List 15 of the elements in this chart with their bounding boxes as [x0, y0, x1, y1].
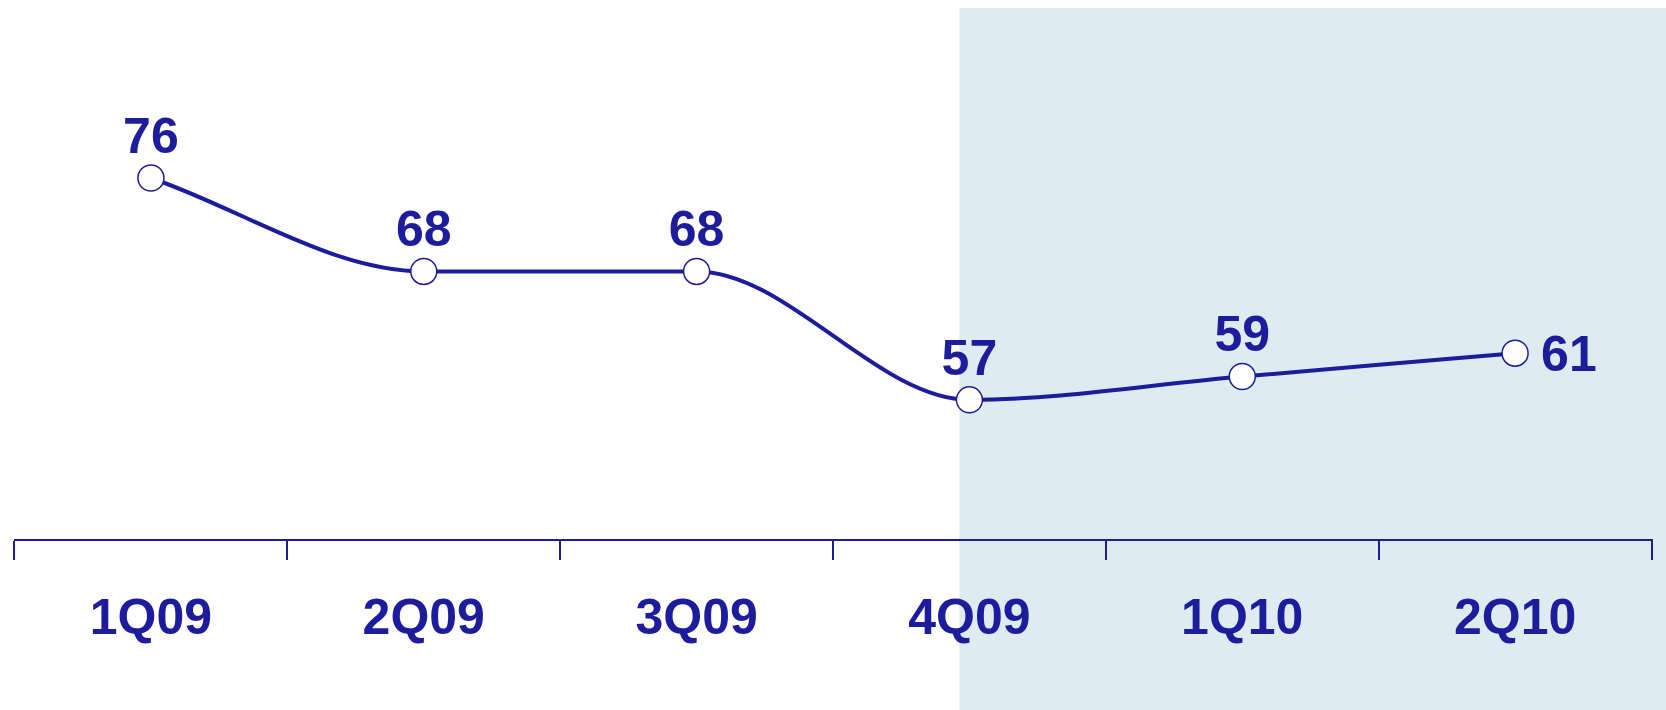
data-label: 61	[1541, 325, 1597, 382]
data-label: 68	[668, 201, 725, 258]
x-tick-label: 1Q09	[89, 588, 213, 645]
data-label: 76	[123, 107, 179, 164]
x-tick-label: 1Q10	[1181, 588, 1304, 645]
x-tick-label: 2Q10	[1453, 588, 1577, 645]
point	[1228, 362, 1256, 391]
data-label: 57	[941, 329, 998, 386]
data-label: 59	[1214, 306, 1271, 363]
x-tick-label: 2Q09	[362, 588, 485, 645]
x-tick-label: 3Q09	[635, 588, 758, 645]
point	[955, 386, 984, 414]
data-label: 68	[395, 201, 452, 258]
point	[1501, 339, 1529, 367]
x-tick-label: 4Q09	[908, 588, 1031, 645]
